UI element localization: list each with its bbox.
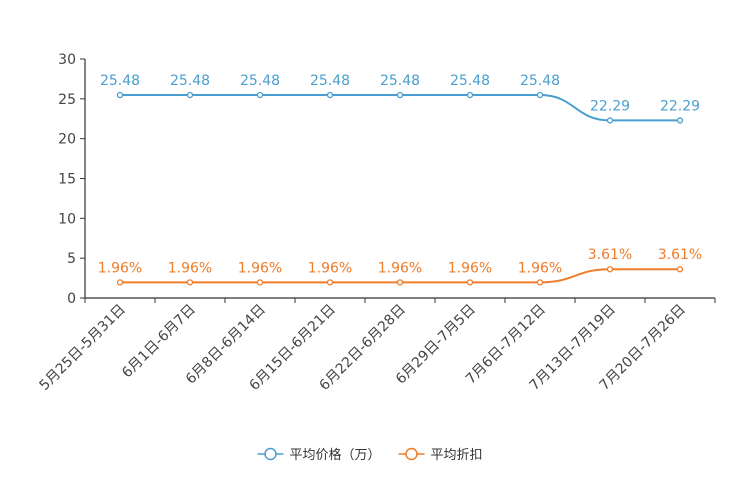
data-point[interactable] xyxy=(466,91,474,99)
data-point[interactable] xyxy=(186,279,194,286)
x-tick-label: 6月1日-6月7日 xyxy=(119,302,199,382)
data-label: 25.48 xyxy=(380,73,420,89)
y-tick-label: 20 xyxy=(58,132,76,148)
y-tick-label: 0 xyxy=(67,291,76,307)
data-point[interactable] xyxy=(256,91,264,99)
data-point[interactable] xyxy=(116,91,124,99)
data-label: 25.48 xyxy=(170,73,210,89)
legend-swatch-marker[interactable] xyxy=(405,447,418,461)
data-point[interactable] xyxy=(256,279,264,286)
data-label: 1.96% xyxy=(308,260,352,276)
data-point[interactable] xyxy=(606,266,614,273)
data-label: 25.48 xyxy=(310,73,350,89)
data-label: 1.96% xyxy=(98,260,142,276)
data-label: 1.96% xyxy=(238,260,282,276)
data-point[interactable] xyxy=(326,91,334,99)
data-label: 25.48 xyxy=(100,73,140,89)
data-point[interactable] xyxy=(466,279,474,286)
data-point[interactable] xyxy=(536,91,544,99)
data-label: 3.61% xyxy=(658,247,702,263)
x-tick-label: 5月25日-5月31日 xyxy=(37,302,129,394)
data-label: 25.48 xyxy=(520,73,560,89)
data-label: 3.61% xyxy=(588,247,632,263)
y-tick-label: 15 xyxy=(58,172,76,188)
data-point[interactable] xyxy=(326,279,334,286)
y-tick-label: 10 xyxy=(58,211,76,227)
data-point[interactable] xyxy=(676,117,684,124)
data-point[interactable] xyxy=(536,279,544,286)
data-point[interactable] xyxy=(116,279,124,286)
y-tick-label: 25 xyxy=(58,92,76,108)
data-label: 1.96% xyxy=(168,260,212,276)
data-point[interactable] xyxy=(186,91,194,99)
data-label: 22.29 xyxy=(590,98,630,114)
data-point[interactable] xyxy=(606,117,614,124)
data-point[interactable] xyxy=(396,91,404,99)
data-label: 1.96% xyxy=(448,260,492,276)
data-label: 22.29 xyxy=(660,98,700,114)
data-point[interactable] xyxy=(396,279,404,286)
y-tick-label: 5 xyxy=(67,251,76,267)
data-label: 25.48 xyxy=(450,73,490,89)
legend-swatch-marker[interactable] xyxy=(264,447,277,461)
data-label: 25.48 xyxy=(240,73,280,89)
data-label: 1.96% xyxy=(518,260,562,276)
data-label: 1.96% xyxy=(378,260,422,276)
legend-item-label[interactable]: 平均价格（万） xyxy=(290,447,381,463)
data-point[interactable] xyxy=(676,266,684,273)
y-tick-label: 30 xyxy=(58,52,76,68)
legend-item-label[interactable]: 平均折扣 xyxy=(431,448,483,463)
